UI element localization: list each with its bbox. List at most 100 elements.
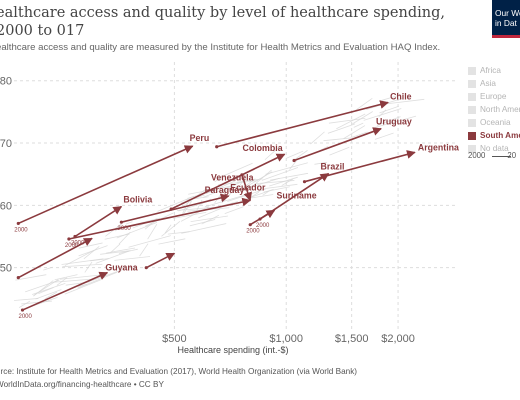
legend-item-south-america[interactable]: South Ame	[468, 129, 520, 142]
legend-item-africa[interactable]: Africa	[468, 64, 520, 77]
background-country-line	[118, 248, 138, 254]
series-start-point	[302, 180, 307, 184]
series-start-point	[73, 234, 77, 239]
background-country-line	[251, 194, 274, 199]
background-country-line	[281, 178, 294, 186]
background-country-line	[262, 190, 270, 196]
background-country-line	[14, 298, 39, 301]
legend-item-europe[interactable]: Europe	[468, 90, 520, 103]
background-country-line	[264, 145, 281, 161]
series-label-colombia: Colombia	[243, 143, 283, 153]
background-country-line	[376, 116, 401, 126]
background-country-line	[110, 243, 121, 254]
highlighted-series: 2000200020002000200020002000ChileUruguay…	[14, 92, 459, 321]
series-arrow	[170, 153, 286, 210]
background-country-line	[189, 219, 216, 227]
background-country-line	[264, 183, 298, 190]
legend-swatch	[468, 66, 476, 75]
series-start-point	[16, 221, 20, 226]
source-note: urce: Institute for Health Metrics and E…	[0, 367, 358, 376]
series-label-venezuela: Venezuela	[211, 172, 254, 182]
background-country-line	[329, 146, 350, 156]
series-arrow	[17, 145, 194, 225]
background-country-line	[147, 223, 158, 240]
background-country-line	[270, 172, 309, 181]
background-country-line	[314, 161, 328, 165]
x-tick-label: $1,500	[335, 333, 369, 345]
background-country-line	[261, 167, 299, 181]
background-country-line	[381, 95, 398, 101]
series-label-paraguay: Paraguay	[205, 185, 245, 195]
legend-item-asia[interactable]: Asia	[468, 77, 520, 90]
series-arrow	[241, 174, 252, 202]
series-start-year-label: 2000	[117, 226, 131, 232]
legend-item-north-america[interactable]: North Amer	[468, 103, 520, 116]
source-url[interactable]: WorldInData.org/financing-healthcare • C…	[0, 380, 164, 389]
background-country-line	[289, 160, 297, 170]
background-country-line	[265, 162, 308, 175]
background-country-lines	[14, 95, 425, 310]
background-country-line	[15, 274, 47, 281]
background-country-line	[64, 249, 95, 266]
background-country-line	[59, 274, 105, 280]
background-country-line	[118, 231, 131, 245]
background-country-line	[247, 171, 273, 187]
background-country-line	[89, 258, 109, 262]
logo-text-line1: Our Wo	[495, 8, 520, 18]
x-tick-label: $2,000	[381, 333, 415, 345]
legend-swatch	[468, 118, 476, 127]
legend-swatch	[468, 92, 476, 101]
legend-label: Oceania	[480, 118, 511, 127]
axis-ticks: 50 60 70 80 $500 $1,000 $1,500 $2,000	[0, 76, 415, 345]
background-country-line	[128, 235, 171, 248]
background-country-line	[205, 180, 236, 195]
legend-swatch	[468, 79, 476, 88]
series-arrow	[145, 252, 176, 269]
background-country-line	[202, 182, 241, 198]
series-start-point	[144, 266, 148, 270]
legend-item-no-data[interactable]: No data	[468, 142, 520, 155]
logo-accent-bar	[492, 35, 520, 38]
series-label-brazil: Brazil	[321, 162, 345, 172]
background-country-line	[125, 221, 133, 225]
series-arrow	[249, 209, 276, 226]
series-label-uruguay: Uruguay	[376, 117, 412, 127]
series-label-ecuador: Ecuador	[230, 182, 266, 192]
series-start-year-label: 2000	[256, 223, 270, 229]
series-arrow	[22, 271, 109, 311]
series-arrow	[68, 197, 252, 240]
legend-swatch	[468, 131, 476, 140]
background-country-line	[83, 246, 100, 260]
background-country-line	[44, 291, 58, 300]
time-scale-key: 2000 20	[468, 151, 516, 160]
y-tick-label: 60	[0, 200, 12, 212]
logo-text-line2: in Dat	[495, 18, 517, 28]
legend-item-oceania[interactable]: Oceania	[468, 116, 520, 129]
background-country-line	[78, 245, 108, 257]
legend-label: Asia	[480, 79, 496, 88]
legend-label: North Amer	[480, 105, 520, 114]
background-country-line	[224, 206, 244, 215]
series-label-bolivia: Bolivia	[123, 195, 152, 205]
owid-logo[interactable]: Our Wo in Dat	[492, 0, 520, 38]
background-country-line	[84, 261, 93, 273]
background-country-line	[18, 300, 31, 308]
series-start-point	[240, 173, 244, 177]
background-country-line	[352, 111, 373, 125]
background-country-line	[327, 123, 356, 134]
background-country-line	[139, 243, 149, 257]
background-country-line	[180, 206, 209, 222]
background-country-line	[363, 108, 402, 121]
scale-key-arrow-icon	[492, 156, 511, 157]
x-tick-label: $500	[162, 333, 186, 345]
series-arrow	[17, 237, 93, 279]
background-country-line	[343, 125, 366, 139]
y-tick-label: 50	[0, 263, 12, 275]
background-country-line	[374, 132, 394, 140]
background-country-line	[328, 117, 366, 124]
background-country-line	[237, 178, 256, 192]
scale-key-start: 2000	[468, 151, 486, 160]
legend-label: South Ame	[480, 131, 520, 140]
background-country-line	[198, 208, 221, 219]
background-country-line	[184, 196, 209, 201]
